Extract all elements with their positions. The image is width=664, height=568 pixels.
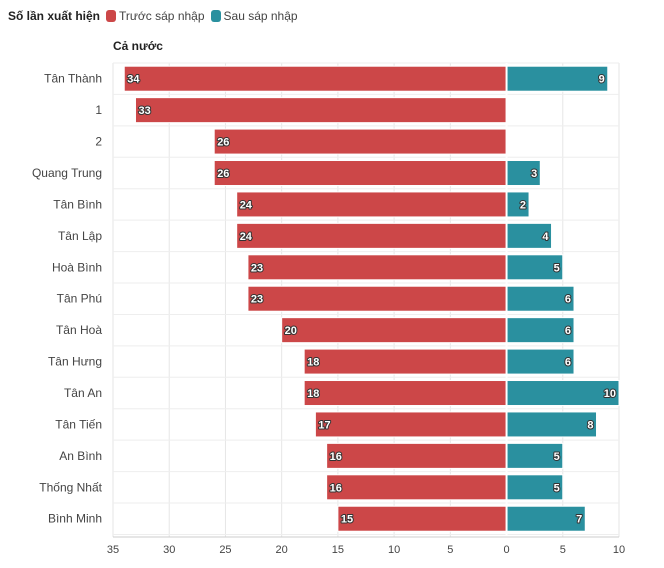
bar-after	[506, 285, 575, 312]
x-tick-label: 25	[219, 544, 231, 556]
data-label-after: 6	[565, 294, 571, 306]
data-label-after: 5	[554, 482, 560, 494]
legend-swatch-after	[210, 10, 221, 22]
data-label-before: 17	[318, 419, 330, 431]
data-label-before: 26	[217, 137, 229, 149]
category-label: Hoà Bình	[52, 260, 102, 274]
data-label-before: 23	[251, 294, 263, 306]
category-label: Tân An	[64, 386, 102, 400]
x-tick-label: 15	[332, 544, 344, 556]
data-label-before: 24	[240, 199, 253, 211]
data-label-before: 16	[330, 482, 342, 494]
data-label-before: 33	[138, 105, 150, 117]
bar-before	[314, 411, 508, 438]
bar-before	[247, 285, 508, 312]
bar-after	[506, 222, 553, 249]
data-label-before: 26	[217, 168, 229, 180]
data-label-after: 6	[565, 325, 571, 337]
legend-item-before[interactable]: Trước sáp nhập	[106, 9, 205, 23]
bar-before	[326, 442, 508, 469]
x-tick-label: 5	[447, 544, 453, 556]
chart-subtitle: Cả nước	[113, 39, 163, 53]
bar-before	[213, 160, 508, 187]
x-tick-label: 10	[388, 544, 400, 556]
category-label: Quang Trung	[32, 166, 102, 180]
bar-before	[281, 317, 508, 344]
bar-before	[123, 65, 508, 92]
x-tick-label: 35	[107, 544, 119, 556]
category-label: Tân Phú	[57, 292, 102, 306]
bar-before	[213, 128, 508, 155]
data-label-after: 4	[542, 231, 549, 243]
data-label-before: 16	[330, 451, 342, 463]
x-tick-label: 10	[613, 544, 625, 556]
data-label-after: 7	[576, 514, 582, 526]
bar-before	[134, 97, 508, 124]
data-label-before: 18	[307, 388, 319, 400]
data-label-after: 2	[520, 199, 526, 211]
category-label: 2	[95, 135, 102, 149]
data-label-after: 10	[604, 388, 616, 400]
x-tick-label: 30	[163, 544, 175, 556]
data-label-before: 15	[341, 514, 353, 526]
bar-after	[506, 348, 575, 375]
data-label-before: 34	[127, 74, 140, 86]
legend-label-before: Trước sáp nhập	[119, 9, 205, 23]
category-label: Tân Lập	[58, 229, 102, 243]
category-label: An Bình	[59, 449, 102, 463]
category-label: Tân Hưng	[48, 355, 102, 369]
data-label-before: 18	[307, 357, 319, 369]
bar-before	[303, 380, 508, 407]
bar-after	[506, 317, 575, 344]
bar-before	[337, 505, 508, 532]
bar-after	[506, 505, 586, 532]
category-label: Tân Bình	[53, 197, 102, 211]
bar-before	[326, 474, 508, 501]
bar-after	[506, 474, 564, 501]
data-label-after: 6	[565, 357, 571, 369]
bar-after	[506, 442, 564, 469]
data-label-before: 24	[240, 231, 253, 243]
data-label-before: 23	[251, 262, 263, 274]
legend-swatch-before	[106, 10, 117, 22]
legend-item-after[interactable]: Sau sáp nhập	[210, 9, 298, 23]
category-label: Thống Nhất	[39, 480, 102, 494]
data-label-after: 5	[554, 451, 560, 463]
bar-after	[506, 380, 620, 407]
x-tick-label: 20	[276, 544, 288, 556]
bar-after	[506, 254, 564, 281]
bar-before	[236, 222, 508, 249]
bar-before	[247, 254, 508, 281]
bar-before	[236, 191, 508, 218]
legend-label-after: Sau sáp nhập	[223, 9, 298, 23]
bar-before	[303, 348, 508, 375]
data-label-before: 20	[285, 325, 297, 337]
legend-title: Số lần xuất hiện	[8, 9, 101, 23]
data-label-after: 3	[531, 168, 537, 180]
x-tick-label: 0	[503, 544, 509, 556]
data-label-after: 8	[587, 419, 593, 431]
category-label: 1	[95, 103, 102, 117]
legend: Số lần xuất hiện Trước sáp nhập Sau sáp …	[8, 9, 304, 23]
x-tick-label: 5	[560, 544, 566, 556]
category-label: Bình Minh	[48, 512, 102, 526]
data-label-after: 5	[554, 262, 560, 274]
category-label: Tân Tiến	[55, 417, 102, 431]
bar-after	[506, 65, 609, 92]
data-label-after: 9	[599, 74, 605, 86]
category-label: Tân Thành	[44, 72, 102, 86]
category-label: Tân Hoà	[56, 323, 102, 337]
bar-after	[506, 411, 598, 438]
